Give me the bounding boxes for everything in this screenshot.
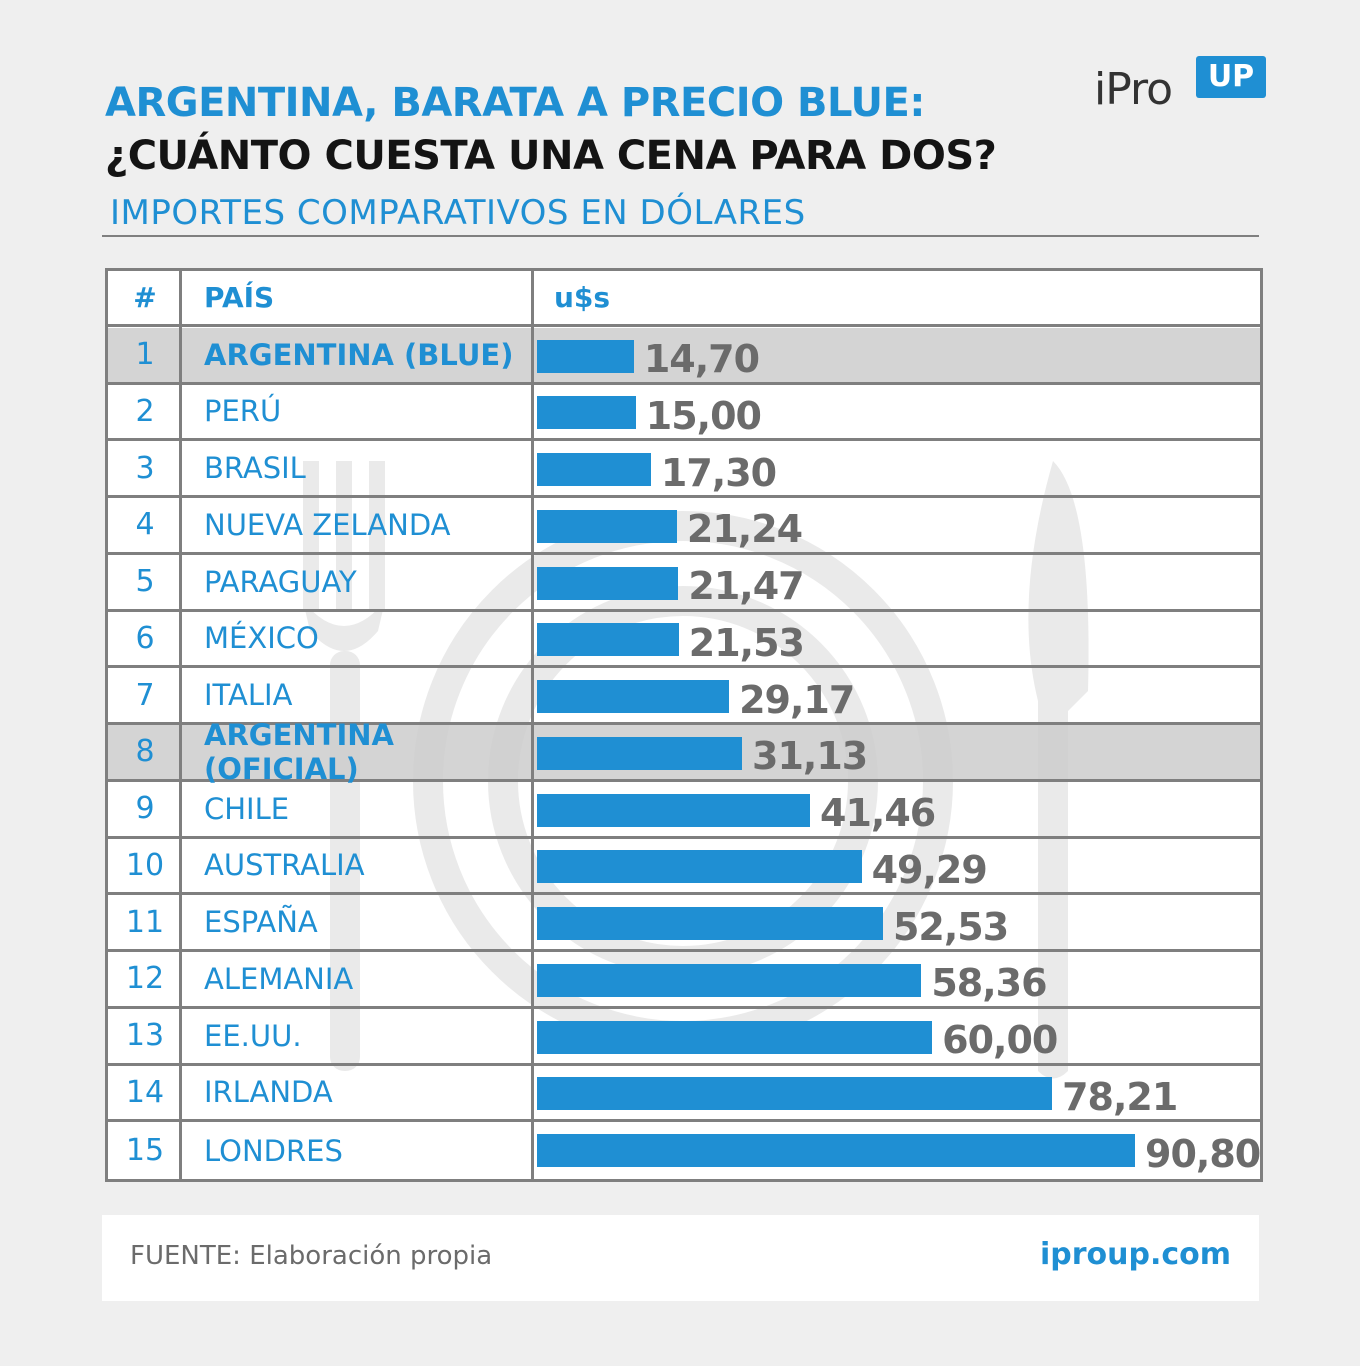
table-row: 5 PARAGUAY 21,47 <box>108 555 1260 612</box>
value-label: 31,13 <box>752 734 868 779</box>
value-label: 21,47 <box>688 564 804 609</box>
rank-number: 9 <box>135 791 155 827</box>
rank-number: 15 <box>125 1133 165 1169</box>
value-label: 17,30 <box>660 450 777 495</box>
country-name: ARGENTINA (OFICIAL) <box>204 717 394 786</box>
country-name: IRLANDA <box>204 1075 333 1110</box>
value-label: 29,17 <box>739 677 855 722</box>
value-bar <box>537 509 677 543</box>
value-bar <box>537 1020 933 1054</box>
ranking-table: # PAÍS u$s 1 ARGENTINA (BLUE) 14,70 2 PERÚ 15,00… <box>105 268 1263 1182</box>
rank-number: 1 <box>135 337 155 373</box>
value-bar <box>537 453 651 487</box>
site-link[interactable]: iproup.com <box>1039 1237 1231 1272</box>
table-header-row: # PAÍS u$s <box>108 271 1260 327</box>
country-name: AUSTRALIA <box>204 848 365 883</box>
country-name: ALEMANIA <box>204 961 354 996</box>
value-bar <box>537 680 730 714</box>
table-row: 4 NUEVA ZELANDA 21,24 <box>108 498 1260 555</box>
value-label: 58,36 <box>931 961 1047 1006</box>
country-name: BRASIL <box>204 451 306 486</box>
value-bar <box>537 566 679 600</box>
rank-number: 6 <box>135 620 155 656</box>
table-row: 13 EE.UU. 60,00 <box>108 1009 1260 1066</box>
table-row: 15 LONDRES 90,80 <box>108 1122 1260 1179</box>
rank-number: 10 <box>125 847 165 883</box>
value-bar <box>537 850 862 884</box>
table-row: 2 PERÚ 15,00 <box>108 385 1260 442</box>
table-row: 10 AUSTRALIA 49,29 <box>108 839 1260 896</box>
header-value: u$s <box>554 281 611 314</box>
value-label: 15,00 <box>645 393 762 438</box>
value-bar <box>537 1134 1135 1168</box>
country-name: EE.UU. <box>204 1018 302 1053</box>
value-bar <box>537 907 883 941</box>
value-label: 52,53 <box>892 904 1009 949</box>
value-label: 78,21 <box>1062 1074 1178 1119</box>
value-bar <box>537 623 679 657</box>
header-country: PAÍS <box>204 281 275 314</box>
chart-title-line1: ARGENTINA, BARATA A PRECIO BLUE: <box>105 80 925 126</box>
value-label: 21,53 <box>688 620 805 665</box>
column-divider-2 <box>531 271 534 1179</box>
value-bar <box>537 1077 1053 1111</box>
country-name: CHILE <box>204 791 290 826</box>
header-rank: # <box>133 281 157 314</box>
table-row: 6 MÉXICO 21,53 <box>108 612 1260 669</box>
title-divider <box>102 235 1259 237</box>
country-name: LONDRES <box>204 1133 343 1168</box>
country-name: NUEVA ZELANDA <box>204 507 451 542</box>
value-bar <box>537 963 922 997</box>
value-label: 14,70 <box>643 337 760 382</box>
table-row: 14 IRLANDA 78,21 <box>108 1066 1260 1123</box>
iproup-logo: iPro UP <box>1094 56 1269 118</box>
value-bar <box>537 793 811 827</box>
rank-number: 4 <box>135 507 155 543</box>
rank-number: 11 <box>125 904 165 940</box>
rank-number: 2 <box>135 393 155 429</box>
rank-number: 12 <box>125 961 165 997</box>
table-row: 8 ARGENTINA (OFICIAL) 31,13 <box>108 717 1260 786</box>
table-row: 11 ESPAÑA 52,53 <box>108 895 1260 952</box>
table-row: 3 BRASIL 17,30 <box>108 441 1260 498</box>
footer-bar: FUENTE: Elaboración propia iproup.com <box>102 1215 1259 1301</box>
value-label: 60,00 <box>942 1018 1058 1063</box>
rank-number: 14 <box>125 1074 165 1110</box>
value-bar <box>537 339 634 373</box>
table-row: 9 CHILE 41,46 <box>108 782 1260 839</box>
table-row: 1 ARGENTINA (BLUE) 14,70 <box>108 327 1260 385</box>
table-row: 12 ALEMANIA 58,36 <box>108 952 1260 1009</box>
chart-subtitle: IMPORTES COMPARATIVOS EN DÓLARES <box>110 193 806 233</box>
logo-badge: UP <box>1196 56 1266 98</box>
value-label: 90,80 <box>1145 1131 1261 1176</box>
value-label: 21,24 <box>686 507 803 552</box>
rank-number: 7 <box>135 677 155 713</box>
country-name: MÉXICO <box>204 621 319 656</box>
rank-number: 5 <box>135 564 155 600</box>
country-name: PARAGUAY <box>204 564 357 599</box>
value-label: 49,29 <box>871 847 988 892</box>
country-name: PERÚ <box>204 394 282 429</box>
rank-number: 8 <box>135 734 155 770</box>
country-name: ARGENTINA (BLUE) <box>204 337 514 372</box>
source-note: FUENTE: Elaboración propia <box>130 1241 493 1271</box>
country-name: ITALIA <box>204 678 293 713</box>
column-divider-1 <box>179 271 182 1179</box>
value-label: 41,46 <box>820 791 936 836</box>
country-name: ESPAÑA <box>204 905 318 940</box>
logo-text: iPro <box>1094 64 1173 115</box>
rank-number: 13 <box>125 1018 165 1054</box>
value-bar <box>537 396 636 430</box>
chart-title-line2: ¿CUÁNTO CUESTA UNA CENA PARA DOS? <box>105 133 997 179</box>
value-bar <box>537 736 743 770</box>
rank-number: 3 <box>135 450 155 486</box>
table-row: 7 ITALIA 29,17 <box>108 668 1260 725</box>
